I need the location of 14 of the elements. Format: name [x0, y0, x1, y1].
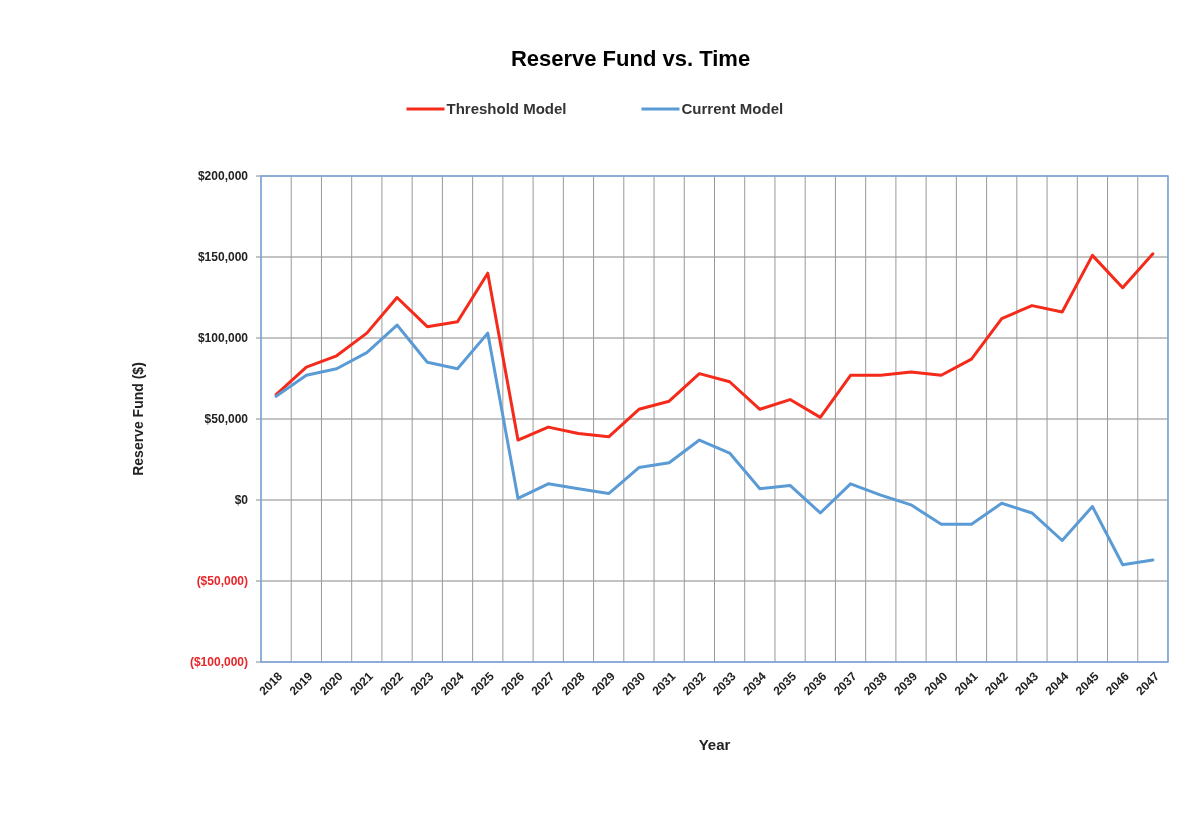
- y-tick-label: $150,000: [197, 250, 249, 265]
- y-tick-label: ($100,000): [189, 655, 248, 670]
- x-axis-title: Year: [698, 736, 731, 753]
- chart-title: Reserve Fund vs. Time: [510, 46, 751, 71]
- y-tick-label: $100,000: [197, 331, 249, 346]
- line-series: [274, 323, 1155, 567]
- y-tick-label: $50,000: [204, 412, 249, 427]
- y-tick-label: $200,000: [197, 169, 249, 184]
- y-tick-label: ($50,000): [196, 574, 248, 589]
- y-tick-label: $0: [234, 493, 249, 508]
- legend-label: Threshold Model: [446, 100, 567, 117]
- line-series: [274, 252, 1155, 442]
- y-axis-title: Reserve Fund ($): [130, 362, 146, 476]
- legend-label: Current Model: [681, 100, 784, 117]
